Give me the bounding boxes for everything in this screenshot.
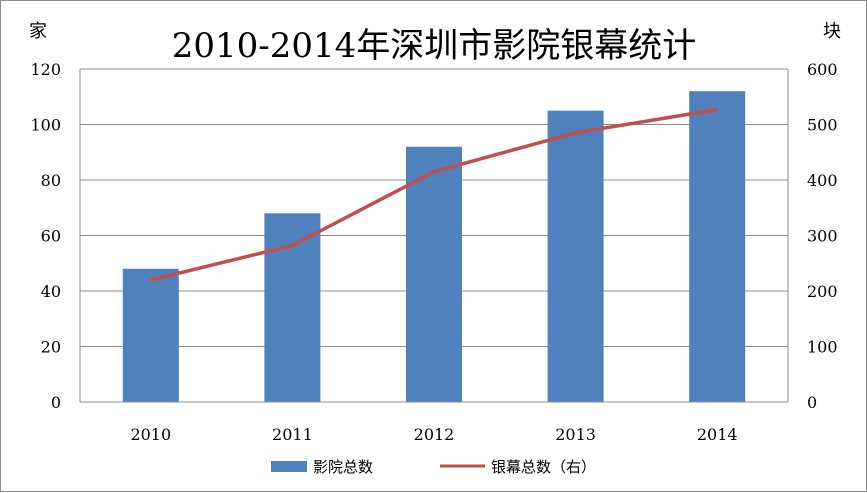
left-axis-unit: 家: [29, 21, 47, 42]
axes: [79, 69, 789, 403]
line-point: [290, 243, 294, 247]
right-tick-label: 200: [807, 282, 838, 301]
left-tick-label: 80: [41, 171, 61, 190]
left-axis-ticks: 0 20 40 60 80 100 120: [30, 60, 61, 412]
legend-bar-swatch: [271, 461, 307, 472]
bar: [122, 268, 179, 402]
bar: [689, 91, 746, 402]
left-tick-label: 60: [41, 227, 61, 246]
right-tick-label: 500: [807, 116, 838, 135]
x-tick-label: 2014: [697, 425, 738, 444]
left-tick-label: 100: [30, 116, 61, 135]
bar: [264, 213, 321, 402]
line-point: [574, 131, 578, 135]
x-axis-ticks: 2010 2011 2012 2013 2014: [130, 425, 737, 444]
line-point: [149, 278, 153, 282]
right-axis-ticks: 0 100 200 300 400 500 600: [807, 60, 838, 412]
line-point: [715, 108, 719, 112]
bar-series: [122, 91, 746, 402]
legend: 影院总数 银幕总数（右）: [271, 458, 596, 476]
right-tick-label: 100: [807, 338, 838, 357]
left-tick-label: 120: [30, 60, 61, 79]
right-tick-label: 400: [807, 171, 838, 190]
legend-line-label: 银幕总数（右）: [491, 458, 596, 476]
x-tick-label: 2012: [414, 425, 455, 444]
left-tick-label: 0: [51, 393, 61, 412]
bar: [547, 110, 604, 402]
legend-bar-label: 影院总数: [313, 458, 373, 476]
right-axis-unit: 块: [823, 21, 841, 42]
left-tick-label: 20: [41, 338, 61, 357]
line-point: [432, 170, 436, 174]
x-tick-label: 2010: [130, 425, 171, 444]
right-tick-label: 0: [807, 393, 817, 412]
right-tick-label: 300: [807, 227, 838, 246]
chart-title: 2010-2014年深圳市影院银幕统计: [172, 26, 697, 66]
x-tick-label: 2013: [555, 425, 596, 444]
line-series: [149, 107, 719, 282]
right-tick-label: 600: [807, 60, 838, 79]
x-tick-label: 2011: [272, 425, 313, 444]
left-tick-label: 40: [41, 282, 61, 301]
bar: [406, 146, 462, 402]
